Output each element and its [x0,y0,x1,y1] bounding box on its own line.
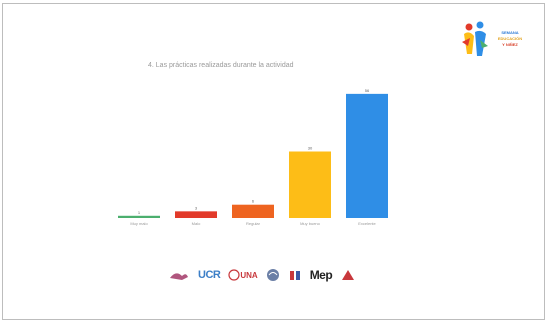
bar-muy-bueno [289,151,331,218]
bar-value-label: 30 [308,146,313,151]
event-logo: SEMANA EDUCACIÓN Y NIÑEZ [460,20,530,68]
slide-frame [2,3,545,320]
event-logo-text: SEMANA EDUCACIÓN Y NIÑEZ [490,30,530,48]
children-figure-icon [462,21,488,56]
bar-muy-malo [118,215,160,218]
bar-value-label: 56 [365,88,370,93]
institution-4-logo [266,268,280,282]
una-logo: UNA [228,269,258,281]
bar-value-label: 6 [252,199,255,204]
ucr-logo: UCR [198,269,221,281]
category-label: Malo [192,221,201,226]
footer-logos: UCR UNA Mep [168,268,356,282]
bar-regular [232,204,274,218]
mep-logo: Mep [309,268,333,282]
institution-7-logo [340,268,356,282]
bar-malo [175,211,217,218]
chart-title: 4. Las prácticas realizadas durante la a… [148,62,294,69]
institution-5-logo [288,268,302,282]
category-label: Muy malo [130,221,148,226]
bar-value-label: 1 [138,210,141,215]
category-label: Muy bueno [300,221,321,226]
institution-1-logo [168,268,190,282]
bar-excelente [346,93,388,218]
event-logo-line-1: SEMANA [501,30,519,35]
event-logo-line-2: EDUCACIÓN [497,36,523,41]
event-logo-line-3: Y NIÑEZ [502,42,518,47]
una-logo-text: UNA [240,270,258,280]
bar-value-label: 3 [195,205,198,210]
category-label: Excelente [358,221,376,226]
category-label: Regular [246,221,261,226]
